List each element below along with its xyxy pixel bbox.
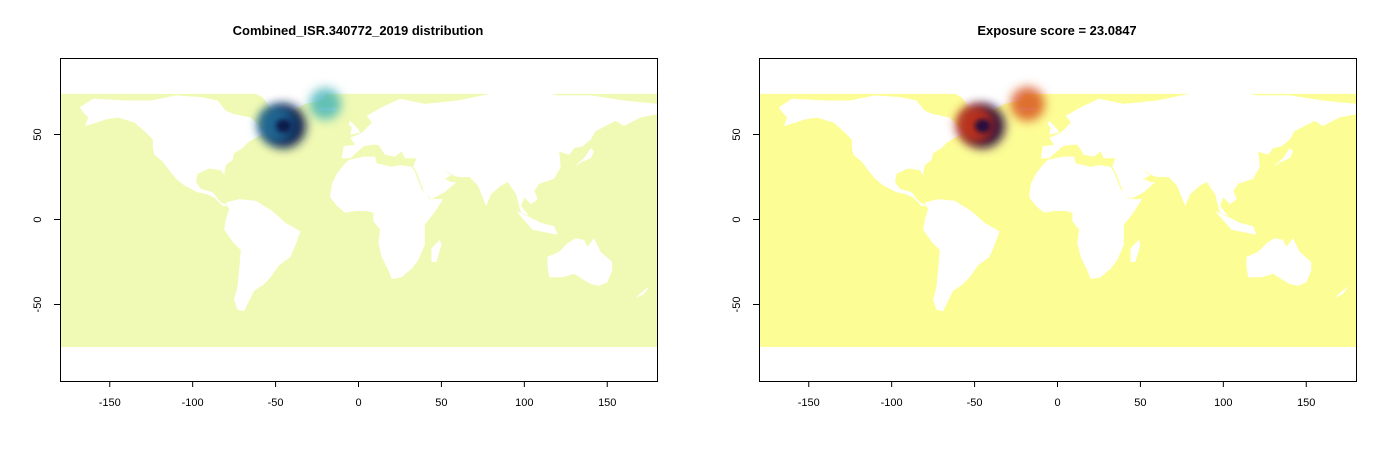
land-arcticTop	[759, 58, 1356, 94]
land-madagascar	[1130, 239, 1141, 262]
land-arcticTop	[60, 58, 657, 94]
x-tick-label: 100	[515, 397, 533, 409]
x-tick-label: 150	[1297, 397, 1315, 409]
y-tick-label: 50	[731, 128, 743, 140]
hotspot-2	[309, 87, 342, 120]
x-tick-label: -150	[99, 397, 121, 409]
land-antarcticaTop	[60, 347, 657, 381]
land-nz	[635, 284, 654, 298]
land-indonesia	[516, 211, 558, 235]
hotspot-core	[974, 119, 991, 133]
distribution-panel: Combined_ISR.340772_2019 distribution -1…	[32, 23, 658, 409]
land-australia	[1246, 238, 1312, 286]
land-japan	[574, 148, 594, 167]
y-tick-label: 50	[32, 128, 44, 140]
y-tick-label: -50	[32, 297, 44, 313]
x-tick-label: 0	[355, 397, 361, 409]
land-africa	[1029, 156, 1143, 279]
land-madagascar	[431, 239, 442, 262]
land-southAmerica	[923, 199, 1000, 312]
x-tick-label: 50	[435, 397, 447, 409]
y-tick-label: -50	[731, 297, 743, 313]
land-northAmerica	[79, 95, 266, 206]
x-tick-label: -50	[268, 397, 284, 409]
hotspot-1	[955, 105, 994, 144]
y-tick-label: 0	[32, 216, 44, 222]
land-africa	[330, 156, 444, 279]
exposure-panel: Exposure score = 23.0847 -150 -100 -50 0 50 1…	[731, 23, 1357, 409]
land-australia	[547, 238, 613, 286]
y-tick-label: 0	[731, 216, 743, 222]
exposure-title: Exposure score = 23.0847	[977, 23, 1136, 38]
land-uk	[348, 120, 361, 135]
x-tick-label: 50	[1134, 397, 1146, 409]
map-area	[759, 58, 1356, 381]
x-tick-label: -150	[798, 397, 820, 409]
x-tick-label: -100	[881, 397, 903, 409]
land-japan	[1273, 148, 1293, 167]
land-nz	[1334, 284, 1353, 298]
land-antarcticaTop	[759, 347, 1356, 381]
hotspot-1	[257, 105, 294, 143]
distribution-title: Combined_ISR.340772_2019 distribution	[233, 23, 484, 38]
hotspot-core	[275, 119, 292, 133]
x-tick-label: -100	[182, 397, 204, 409]
land-southAmerica	[224, 199, 301, 312]
x-tick-label: -50	[967, 397, 983, 409]
land-northAmerica	[778, 95, 965, 206]
map-area	[60, 58, 657, 381]
land-indonesia	[1215, 211, 1257, 235]
x-tick-label: 150	[598, 397, 616, 409]
land-eurasia	[341, 86, 657, 217]
x-tick-label: 0	[1054, 397, 1060, 409]
hotspot-2	[1010, 86, 1045, 122]
land-eurasia	[1040, 86, 1356, 217]
land-uk	[1047, 120, 1060, 135]
x-tick-label: 100	[1214, 397, 1232, 409]
